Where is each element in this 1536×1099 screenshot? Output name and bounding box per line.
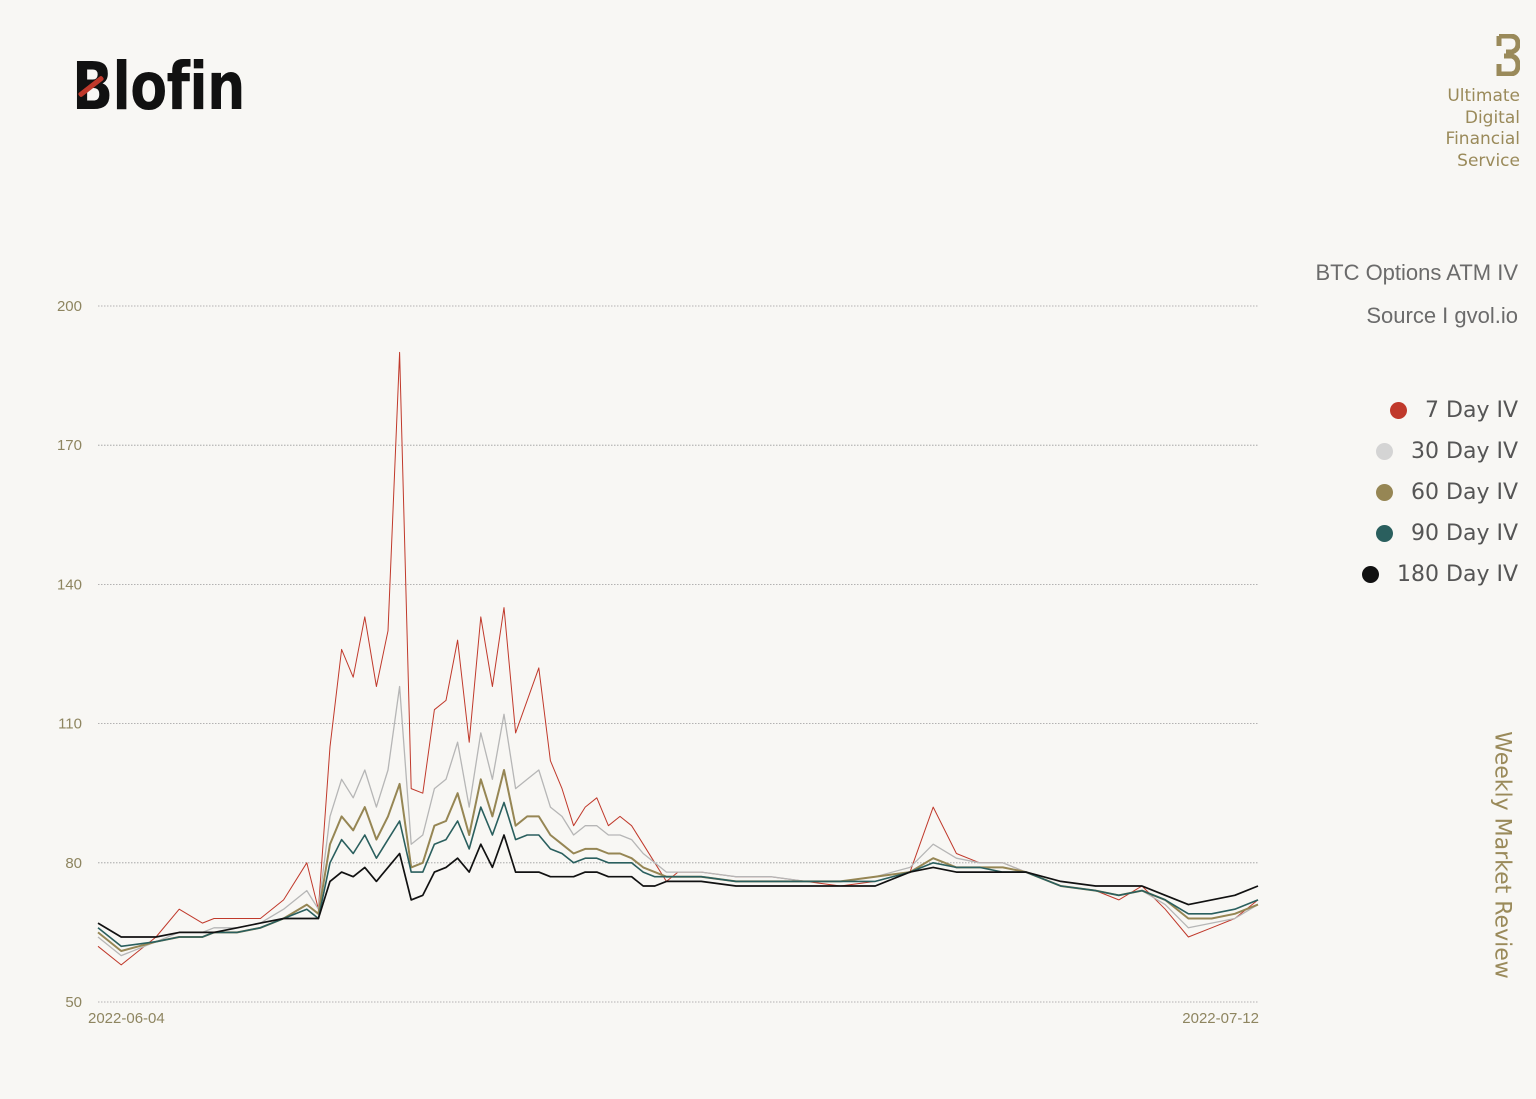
brand-mark-icon [1496,34,1520,76]
tagline-line: Financial [1445,129,1520,149]
series-layer [97,351,1259,966]
y-tick-label: 110 [58,716,82,733]
chart-title: BTC Options ATM IV [1315,260,1518,285]
legend-label: 30 Day IV [1411,439,1518,464]
legend-item-180-day: 180 Day IV [1362,554,1518,595]
legend-item-60-day: 60 Day IV [1362,472,1518,513]
y-tick-label: 140 [57,576,82,593]
tagline-line: Digital [1464,107,1520,128]
x-tick-label: 2022-07-12 [1182,1010,1259,1027]
legend-dot [1390,402,1408,419]
legend-label: 7 Day IV [1425,398,1518,423]
series-line-90-day-iv [97,801,1259,948]
brand-tagline: Ultimate Digital Financial Service [1446,86,1520,172]
legend-dot [1376,443,1394,460]
series-line-60-day-iv [97,769,1259,952]
x-tick-label: 2022-06-04 [88,1010,165,1027]
legend-label: 60 Day IV [1411,480,1518,505]
y-tick-label: 200 [57,298,82,315]
legend-dot [1376,484,1394,501]
y-tick-label: 80 [65,855,82,872]
legend-dot [1362,566,1380,583]
y-tick-label: 50 [65,994,82,1011]
chart-legend: 7 Day IV 30 Day IV 60 Day IV 90 Day IV 1… [1362,390,1518,595]
legend-item-30-day: 30 Day IV [1362,431,1518,472]
series-line-180-day-iv [97,834,1259,938]
chart-source: Source I gvol.io [1366,303,1518,328]
y-tick-label: 170 [57,437,82,454]
legend-label: 90 Day IV [1411,521,1518,546]
tagline-line: Service [1457,150,1520,171]
series-line-30-day-iv [97,685,1259,957]
legend-label: 180 Day IV [1397,562,1518,587]
series-line-7-day-iv [97,351,1259,966]
legend-dot [1376,525,1394,542]
tick-label-layer: 50 80 110 140 170 200 2022-06-04 2022-07-12 [57,298,1259,1027]
legend-item-7-day: 7 Day IV [1362,390,1518,431]
legend-item-90-day: 90 Day IV [1362,513,1518,554]
blofin-logo: Blofin [72,48,246,125]
grid-layer [98,305,1258,1003]
tagline-line: Ultimate [1447,86,1520,106]
